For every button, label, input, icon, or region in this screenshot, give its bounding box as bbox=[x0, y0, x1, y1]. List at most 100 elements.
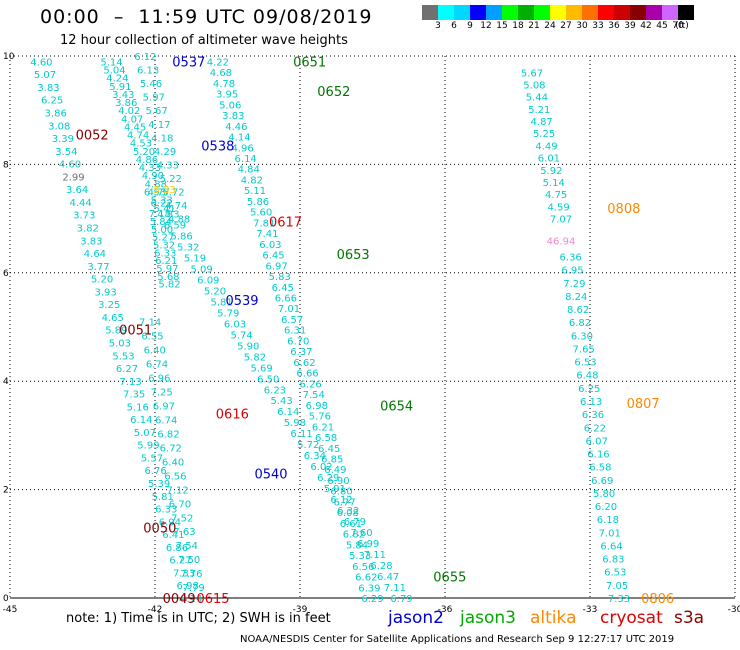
wave-height-value: 6.79 bbox=[390, 594, 412, 605]
wave-height-value: 5.21 bbox=[528, 105, 550, 116]
wave-height-value: 6.77 bbox=[334, 497, 356, 508]
wave-height-value: 4.86 bbox=[136, 155, 158, 166]
wave-height-value: 6.49 bbox=[324, 465, 346, 476]
wave-height-value: 5.32 bbox=[177, 242, 199, 253]
wave-height-value: 7.29 bbox=[563, 279, 585, 290]
x-tick-label: -36 bbox=[438, 605, 453, 615]
x-tick-label: -42 bbox=[148, 605, 163, 615]
wave-height-value: 4.82 bbox=[241, 175, 263, 186]
wave-height-value: 6.62 bbox=[355, 573, 377, 584]
wave-height-value: 6.66 bbox=[296, 369, 318, 380]
wave-height-value: 5.33 bbox=[349, 551, 371, 562]
wave-height-value: 6.36 bbox=[582, 410, 604, 421]
wave-height-value: 8.62 bbox=[567, 305, 589, 316]
legend-label: 18 bbox=[512, 21, 524, 31]
wave-height-value: 7.05 bbox=[606, 581, 628, 592]
pass-time-label: 0051 bbox=[119, 324, 152, 339]
wave-height-value: 5.11 bbox=[244, 186, 266, 197]
wave-height-value: 4.65 bbox=[102, 313, 124, 324]
wave-height-value: 6.61 bbox=[340, 519, 362, 530]
wave-height-value: 5.32 bbox=[153, 240, 175, 251]
wave-height-value: 5.67 bbox=[521, 68, 543, 79]
wave-height-value: 6.25 bbox=[41, 96, 63, 107]
legend-swatch bbox=[662, 5, 678, 20]
wave-height-value: 6.98 bbox=[306, 401, 328, 412]
wave-height-value: 6.29 bbox=[361, 594, 383, 605]
pass-time-label: 0654 bbox=[380, 400, 413, 415]
wave-height-value: 5.20 bbox=[204, 286, 226, 297]
pass-time-label: 0651 bbox=[293, 55, 326, 70]
legend-swatch bbox=[422, 5, 438, 20]
wave-height-value: 6.16 bbox=[587, 450, 609, 461]
wave-height-value: 5.20 bbox=[133, 147, 155, 158]
satellite-legend-s3a: s3a bbox=[674, 608, 705, 628]
wave-height-value: 4.33 bbox=[139, 163, 161, 174]
wave-height-value: 6.47 bbox=[377, 572, 399, 583]
wave-height-value: 6.82 bbox=[157, 429, 179, 440]
wave-height-value: 4.29 bbox=[154, 147, 176, 158]
wave-height-value: 4.44 bbox=[70, 198, 92, 209]
wave-height-value: 6.69 bbox=[591, 476, 613, 487]
wave-height-value: 5.07 bbox=[34, 70, 56, 81]
wave-height-value: 6.80 bbox=[330, 487, 352, 498]
wave-height-value: 7.13 bbox=[119, 377, 141, 388]
pass-time-label: 0806 bbox=[641, 592, 674, 607]
wave-height-value: 5.08 bbox=[523, 80, 545, 91]
x-tick-label: -33 bbox=[583, 605, 598, 615]
wave-height-value: 7.18 bbox=[149, 209, 171, 220]
x-tick-label: -39 bbox=[293, 605, 308, 615]
legend-swatch bbox=[502, 5, 518, 20]
wave-height-value: 6.21 bbox=[155, 256, 177, 267]
wave-height-outlier: 46.94 bbox=[547, 236, 576, 247]
legend-label: 3 bbox=[435, 21, 441, 31]
legend-label: 6 bbox=[451, 21, 457, 31]
wave-height-value: 5.41 bbox=[154, 204, 176, 215]
y-tick-label: 4 bbox=[3, 377, 9, 387]
wave-height-value: 5.60 bbox=[250, 208, 272, 219]
wave-height-value: 5.39 bbox=[148, 479, 170, 490]
wave-height-value: 6.64 bbox=[600, 541, 622, 552]
legend-swatch bbox=[438, 5, 454, 20]
wave-height-value: 5.86 bbox=[171, 231, 193, 242]
wave-height-value: 6.12 bbox=[134, 52, 156, 63]
wave-height-value: 7.01 bbox=[599, 528, 621, 539]
wave-height-value: 5.81 bbox=[210, 297, 232, 308]
wave-height-value: 6.85 bbox=[321, 454, 343, 465]
satellite-legend-cryosat: cryosat bbox=[600, 608, 663, 628]
wave-height-value: 6.95 bbox=[561, 266, 583, 277]
wave-height-value: 5.72 bbox=[297, 440, 319, 451]
wave-height-value: 6.27 bbox=[116, 364, 138, 375]
wave-height-value: 7.35 bbox=[123, 390, 145, 401]
legend-label: 36 bbox=[608, 21, 620, 31]
wave-height-value: 4.64 bbox=[84, 249, 106, 260]
wave-height-value: 3.64 bbox=[66, 185, 88, 196]
pass-time-label: 0615 bbox=[196, 592, 229, 607]
y-tick-label: 6 bbox=[3, 269, 9, 279]
wave-height-value: 4.68 bbox=[210, 68, 232, 79]
wave-height-value: 5.14 bbox=[100, 57, 122, 68]
wave-height-value: 4.96 bbox=[231, 143, 253, 154]
wave-height-value: 6.66 bbox=[275, 294, 297, 305]
wave-height-value: 5.97 bbox=[143, 93, 165, 104]
wave-height-value: 6.25 bbox=[578, 384, 600, 395]
legend-label: 24 bbox=[544, 21, 556, 31]
wave-height-value: 7.81 bbox=[253, 218, 275, 229]
wave-height-value: 6.74 bbox=[155, 415, 177, 426]
wave-height-value: 6.30 bbox=[571, 331, 593, 342]
y-tick-label: 0 bbox=[3, 594, 9, 604]
pass-time-label: 0617 bbox=[269, 215, 302, 230]
wave-height-value: 5.06 bbox=[219, 100, 241, 111]
wave-height-value: 2.99 bbox=[62, 172, 84, 183]
wave-height-value: 5.84 bbox=[346, 540, 368, 551]
wave-height-value: 6.56 bbox=[164, 471, 186, 482]
wave-height-value: 4.17 bbox=[148, 120, 170, 131]
wave-height-value: 5.84 bbox=[150, 217, 172, 228]
wave-height-value: 6.14 bbox=[277, 407, 299, 418]
legend-label: 21 bbox=[528, 21, 540, 31]
wave-height-value: 5.76 bbox=[309, 412, 331, 423]
wave-height-value: 4.83 bbox=[157, 209, 179, 220]
wave-height-value: 4.18 bbox=[151, 133, 173, 144]
wave-height-value: 7.33 bbox=[608, 594, 630, 605]
pass-time-label: 0539 bbox=[225, 294, 258, 309]
wave-height-value: 6.99 bbox=[357, 539, 379, 550]
